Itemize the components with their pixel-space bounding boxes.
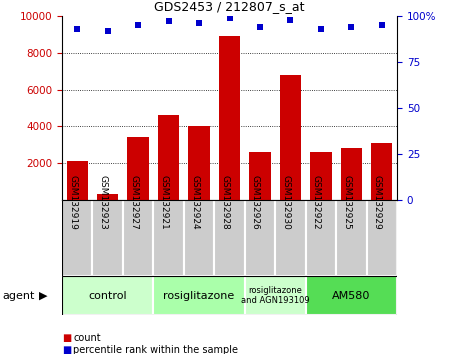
Bar <box>336 200 367 276</box>
Text: ▶: ▶ <box>39 291 48 301</box>
Text: GSM132930: GSM132930 <box>281 175 291 230</box>
Text: control: control <box>88 291 127 301</box>
Text: GSM132919: GSM132919 <box>68 175 77 230</box>
Bar <box>306 200 336 276</box>
Bar <box>67 161 88 200</box>
Text: GSM132921: GSM132921 <box>160 175 168 230</box>
Text: GSM132922: GSM132922 <box>312 175 321 230</box>
Text: rosiglitazone: rosiglitazone <box>163 291 235 301</box>
Text: GSM132926: GSM132926 <box>251 175 260 230</box>
Text: count: count <box>73 333 101 343</box>
Text: GSM132923: GSM132923 <box>99 175 108 230</box>
Point <box>256 24 263 30</box>
Bar <box>158 115 179 200</box>
Text: rosiglitazone
and AGN193109: rosiglitazone and AGN193109 <box>241 286 309 305</box>
Point <box>165 19 172 24</box>
Bar <box>245 276 306 315</box>
Bar <box>92 200 123 276</box>
Bar <box>97 194 118 200</box>
Point <box>378 22 386 28</box>
Point <box>134 22 142 28</box>
Point <box>226 15 233 21</box>
Point <box>196 21 203 26</box>
Bar <box>280 75 301 200</box>
Bar <box>249 152 271 200</box>
Bar <box>341 148 362 200</box>
Bar <box>275 200 306 276</box>
Point <box>347 24 355 30</box>
Point <box>317 26 325 32</box>
Bar <box>214 200 245 276</box>
Text: GSM132929: GSM132929 <box>373 175 382 230</box>
Text: GSM132927: GSM132927 <box>129 175 138 230</box>
Bar <box>123 200 153 276</box>
Bar <box>128 137 149 200</box>
Point <box>104 28 112 34</box>
Bar <box>367 200 397 276</box>
Bar <box>219 36 240 200</box>
Text: ■: ■ <box>62 333 71 343</box>
Text: GSM132925: GSM132925 <box>342 175 351 230</box>
Bar <box>62 276 153 315</box>
Bar <box>153 276 245 315</box>
Text: ■: ■ <box>62 346 71 354</box>
Bar <box>184 200 214 276</box>
Bar <box>245 200 275 276</box>
Point <box>287 17 294 22</box>
Bar <box>306 276 397 315</box>
Bar <box>188 126 210 200</box>
Text: GSM132924: GSM132924 <box>190 175 199 230</box>
Text: percentile rank within the sample: percentile rank within the sample <box>73 346 238 354</box>
Bar <box>62 200 92 276</box>
Text: agent: agent <box>2 291 35 301</box>
Title: GDS2453 / 212807_s_at: GDS2453 / 212807_s_at <box>154 0 305 13</box>
Bar <box>153 200 184 276</box>
Text: AM580: AM580 <box>332 291 370 301</box>
Bar <box>310 152 331 200</box>
Bar <box>371 143 392 200</box>
Text: GSM132928: GSM132928 <box>220 175 230 230</box>
Point <box>73 26 81 32</box>
